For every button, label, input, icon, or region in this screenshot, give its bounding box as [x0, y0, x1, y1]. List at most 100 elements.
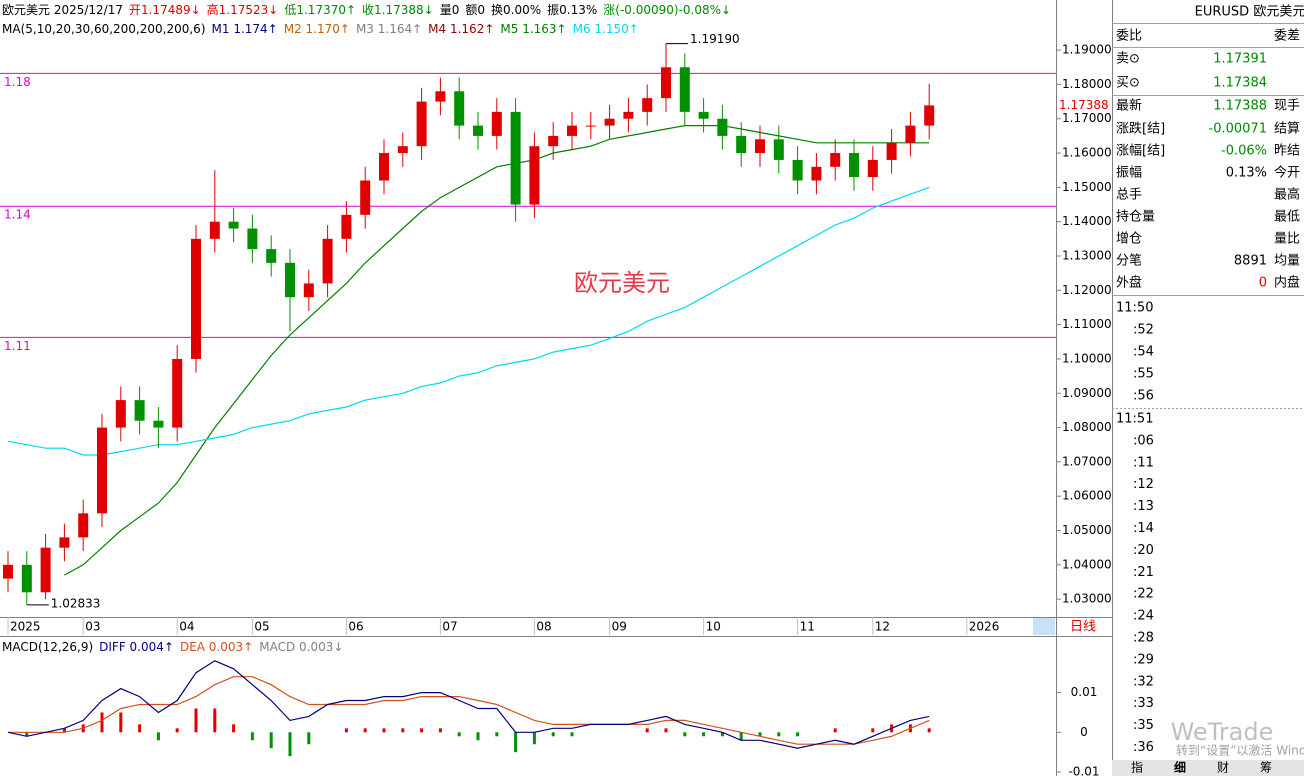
tick-time: :12 [1133, 477, 1154, 492]
candle-body [886, 142, 897, 160]
y-tick-label: 1.10000 [1062, 351, 1112, 365]
annotation-label: 1.19190 [690, 32, 740, 46]
candle-body [172, 358, 183, 428]
candle-body [792, 159, 803, 181]
ma-legend-item: M2 1.170↑ [284, 22, 350, 36]
candle-body [679, 67, 690, 112]
y-tick-label: 1.04000 [1062, 557, 1112, 571]
y-tick-label: 1.03000 [1062, 592, 1112, 606]
tick-time: :52 [1133, 323, 1154, 338]
macd-legend: MACD(12,26,9) DIFF 0.004↑ DEA 0.003↑ MACD 0… [2, 640, 343, 654]
quote-panel: EURUSD 欧元美元 委比 委差卖⊙ 1.17391 买⊙ 1.17384 最新 1.17… [1112, 5, 1304, 776]
level-label: 1.14 [4, 208, 31, 222]
x-tick-label: 09 [612, 620, 627, 634]
y-tick-label: 1.05000 [1062, 523, 1112, 537]
row-value: 1.17388 [1213, 99, 1267, 114]
period-label[interactable]: 日线 [1070, 620, 1096, 635]
ma-legend-item: M6 1.150↑ [573, 22, 639, 36]
candle-body [510, 111, 521, 205]
y-tick-label: 1.11000 [1062, 317, 1112, 331]
header-line-item: 量0 [440, 3, 460, 17]
row-right-label: 最高 [1274, 187, 1300, 203]
tick-time: :55 [1133, 367, 1154, 382]
row-right-label: 内盘 [1274, 275, 1300, 291]
annotation-label: 1.02833 [51, 596, 101, 610]
header-line-item: 额0 [465, 3, 485, 17]
row-right-label: 昨结 [1274, 144, 1300, 159]
candle-body [755, 139, 765, 154]
last-price-box [1057, 98, 1111, 113]
x-tick-label: 12 [875, 620, 890, 634]
tick-time: :29 [1133, 652, 1154, 667]
candle-body [849, 153, 859, 178]
candle-body [698, 111, 709, 119]
candle-body [228, 221, 239, 229]
header-line-item: 涨(-0.00090)-0.08%↓ [603, 2, 731, 17]
candle-body [529, 146, 540, 205]
row-label: 涨幅[结] [1116, 144, 1165, 159]
y-tick-label: 1.18000 [1062, 77, 1112, 91]
tab-bar [1112, 760, 1304, 776]
ma-legend: MA(5,10,20,30,60,200,200,200,6) M1 1.174↑… [2, 22, 639, 36]
level-label: 1.11 [4, 339, 31, 353]
row-label: 最新 [1116, 98, 1142, 114]
tick-time: :32 [1133, 674, 1154, 689]
level-label: 1.18 [4, 75, 31, 89]
ma-legend-item: MA(5,10,20,30,60,200,200,200,6) [2, 22, 206, 36]
tick-time: :11 [1133, 455, 1154, 470]
row-label: 外盘 [1116, 275, 1142, 291]
candle-body [285, 262, 295, 298]
x-tick-label: 2025 [10, 620, 41, 634]
row-label: 卖⊙ [1116, 52, 1140, 67]
y-tick-label: 1.14000 [1062, 214, 1112, 228]
candle-body [473, 125, 483, 136]
panel-tab[interactable]: 财 [1217, 761, 1229, 775]
tick-time: :56 [1133, 389, 1154, 404]
scroll-box[interactable] [1033, 618, 1055, 635]
candle-body [736, 135, 747, 154]
row-right-label: 委差 [1274, 29, 1300, 44]
macd-legend-item: MACD 0.003↓ [259, 640, 343, 654]
macd-y-tick-label: 0.01 [1071, 685, 1098, 699]
candle-body [454, 91, 465, 126]
macd-y-tick-label: 0 [1080, 725, 1088, 739]
tick-time: :21 [1133, 565, 1154, 580]
x-tick-label: 03 [85, 620, 100, 634]
row-label: 委比 [1116, 29, 1142, 44]
tick-time: :36 [1133, 740, 1154, 755]
panel-tab[interactable]: 指 [1131, 760, 1143, 775]
candle-body [59, 537, 70, 548]
candle-body [21, 564, 32, 593]
row-value: 0.13% [1226, 166, 1267, 181]
watermark: 欧元美元 [574, 269, 670, 297]
header-line-item: 振0.13% [547, 3, 597, 17]
tick-time: :28 [1133, 631, 1154, 646]
y-tick-label: 1.13000 [1062, 248, 1112, 262]
candle-body [642, 98, 653, 112]
ma-line [7, 186, 930, 456]
candle-body [717, 118, 728, 136]
candle-body [209, 221, 220, 239]
tick-time: 11:50 [1116, 301, 1153, 316]
y-tick-label: 1.16000 [1062, 146, 1112, 160]
row-label: 买⊙ [1116, 76, 1140, 91]
candle-body [247, 228, 258, 250]
candle-body [3, 564, 13, 579]
panel-tab[interactable]: 筹 [1260, 761, 1272, 775]
header-line-item: 低1.17370↑ [284, 3, 356, 17]
x-tick-label: 08 [536, 620, 551, 634]
candle-body [416, 101, 427, 147]
activation-notice: 转到“设置”以激活 Windows。 [1176, 743, 1304, 758]
row-right-label: 现手 [1274, 99, 1300, 114]
row-label: 持仓量 [1116, 210, 1155, 225]
candle-body [867, 159, 878, 178]
candle-body [341, 214, 352, 239]
candle-body [604, 118, 615, 126]
x-tick-label: 06 [348, 620, 363, 634]
x-tick-label: 04 [179, 620, 194, 634]
candle-body [811, 166, 822, 181]
dea-line [8, 676, 930, 745]
panel-tab[interactable]: 细 [1174, 760, 1186, 775]
